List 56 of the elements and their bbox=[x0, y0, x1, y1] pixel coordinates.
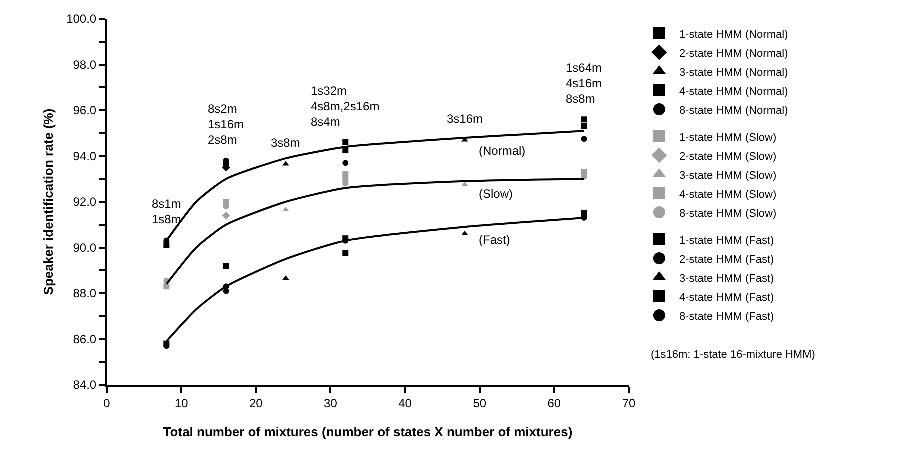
annotation: 1s64m 4s16m 8s8m bbox=[566, 61, 602, 106]
x-tick-label: 40 bbox=[398, 396, 412, 410]
legend-label: 2-state HMM (Fast) bbox=[679, 254, 774, 266]
legend-label: 3-state HMM (Normal) bbox=[679, 66, 788, 79]
legend-label: 1-state HMM (Normal) bbox=[679, 28, 788, 41]
point bbox=[581, 136, 588, 142]
series-label: (Normal) bbox=[479, 144, 526, 158]
annotation: 1s32m 4s8m,2s16m 8s4m bbox=[311, 84, 380, 130]
legend-label: 4-state HMM (Fast) bbox=[679, 292, 774, 304]
y-tick-label: 90.0 bbox=[73, 240, 97, 255]
point bbox=[342, 160, 349, 166]
y-tick-label: 94.0 bbox=[73, 149, 97, 164]
legend-label: 4-state HMM (Normal) bbox=[679, 86, 788, 98]
annotation: 8s1m 1s8m bbox=[152, 197, 182, 227]
point bbox=[223, 263, 230, 270]
point bbox=[342, 250, 349, 256]
annotation: 8s2m 1s16m 2s8m bbox=[208, 102, 244, 148]
x-axis-title: Total number of mixtures (number of states X number of mixtures) bbox=[163, 424, 573, 440]
series-label: (Fast) bbox=[479, 233, 510, 247]
legend-label: 3-state HMM (Slow) bbox=[679, 170, 777, 182]
legend-label: 2-state HMM (Slow) bbox=[679, 150, 777, 163]
point bbox=[222, 212, 230, 220]
y-axis-title: Speaker identification rate (%) bbox=[41, 108, 56, 296]
y-tick-label: 86.0 bbox=[73, 332, 97, 346]
x-tick-label: 10 bbox=[174, 396, 189, 410]
x-tick-label: 0 bbox=[104, 396, 111, 410]
x-tick-label: 60 bbox=[548, 396, 562, 410]
legend-label: 8-state HMM (Fast) bbox=[679, 310, 774, 323]
point bbox=[342, 140, 349, 146]
x-tick-label: 50 bbox=[473, 396, 487, 410]
text: (1s16m: 1-state 16-mixture HMM) bbox=[651, 349, 816, 361]
point bbox=[581, 124, 588, 130]
y-tick-label: 96.0 bbox=[73, 104, 97, 118]
y-tick-label: 92.0 bbox=[73, 195, 97, 210]
y-tick-label: 88.0 bbox=[73, 286, 97, 301]
point bbox=[282, 161, 290, 166]
point bbox=[164, 284, 170, 290]
annotation: 3s8m bbox=[271, 136, 300, 150]
x-tick-label: 30 bbox=[324, 396, 338, 410]
legend-label: 1-state HMM (Slow) bbox=[679, 132, 777, 144]
legend-label: 3-state HMM (Fast) bbox=[679, 272, 774, 285]
legend-label: 4-state HMM (Slow) bbox=[679, 188, 777, 201]
legend-label: 8-state HMM (Normal) bbox=[679, 104, 788, 117]
y-tick-label: 84.0 bbox=[73, 378, 97, 392]
legend-label: 2-state HMM (Normal) bbox=[679, 48, 788, 60]
point bbox=[581, 116, 588, 123]
x-tick-label: 70 bbox=[622, 396, 636, 410]
x-tick-label: 20 bbox=[249, 396, 264, 410]
y-tick-label: 98.0 bbox=[73, 58, 97, 72]
annotation: 3s16m bbox=[447, 112, 484, 126]
series-label: (Slow) bbox=[479, 187, 514, 201]
point bbox=[282, 276, 290, 280]
point bbox=[282, 207, 290, 212]
legend-label: 1-state HMM (Fast) bbox=[679, 234, 774, 247]
legend-label: 8-state HMM (Slow) bbox=[679, 208, 777, 220]
y-tick-label: 100.0 bbox=[66, 12, 97, 26]
